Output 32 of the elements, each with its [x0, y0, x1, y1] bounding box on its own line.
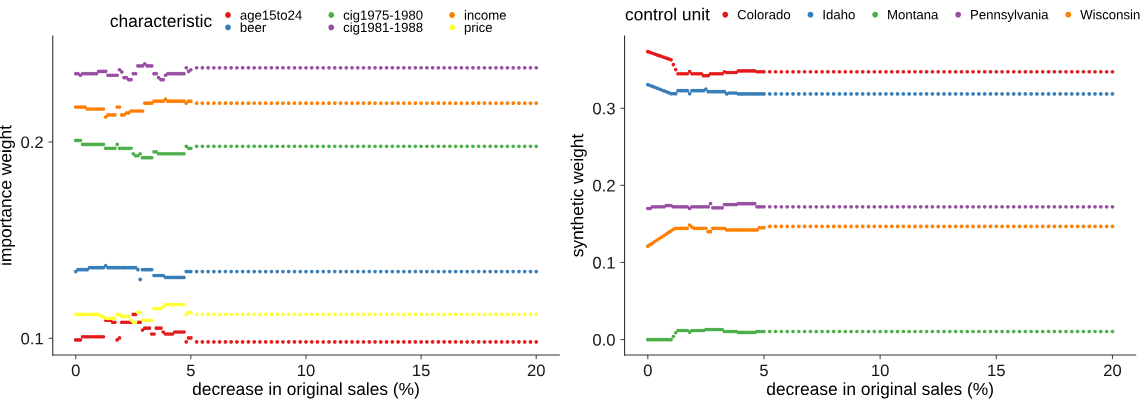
- legend-label: price: [464, 22, 492, 35]
- legend-label: Montana: [888, 10, 939, 20]
- y-tick-label: 0.1: [21, 332, 43, 345]
- y-tick-label: 0.1: [593, 256, 615, 269]
- y-axis-title: synthetic weight: [570, 133, 587, 257]
- legend-label: age15to24: [240, 10, 302, 23]
- legend-label: Idaho: [823, 9, 855, 20]
- legend-title: characteristic: [110, 14, 212, 28]
- x-tick-label: 0: [643, 364, 652, 377]
- x-tick-label: 15: [988, 364, 1005, 377]
- legend-label: cig1981-1988: [343, 22, 423, 35]
- x-tick-label: 10: [297, 364, 315, 377]
- legend-label: cig1975-1980: [343, 10, 423, 23]
- y-tick-label: 0.2: [21, 136, 43, 149]
- x-axis-title: decrease in original sales (%): [192, 382, 419, 399]
- legend-label: Wisconsin: [1080, 9, 1140, 20]
- x-tick-label: 15: [413, 364, 430, 377]
- x-tick-label: 5: [186, 364, 195, 377]
- x-tick-label: 5: [760, 364, 768, 377]
- legend-label: income: [464, 10, 506, 20]
- legend-title: control unit: [625, 7, 710, 21]
- x-tick-label: 0: [71, 364, 80, 377]
- legend-label: Pennsylvania: [971, 9, 1049, 22]
- legend-label: beer: [240, 22, 267, 33]
- x-tick-label: 10: [872, 364, 889, 377]
- y-tick-label: 0.3: [593, 102, 615, 115]
- x-axis-title: decrease in original sales (%): [767, 382, 993, 399]
- x-tick-label: 20: [527, 364, 545, 377]
- y-tick-label: 0.0: [593, 333, 615, 346]
- x-tick-label: 20: [1104, 364, 1122, 377]
- y-tick-label: 0.2: [593, 179, 615, 192]
- legend-label: Colorado: [737, 9, 791, 20]
